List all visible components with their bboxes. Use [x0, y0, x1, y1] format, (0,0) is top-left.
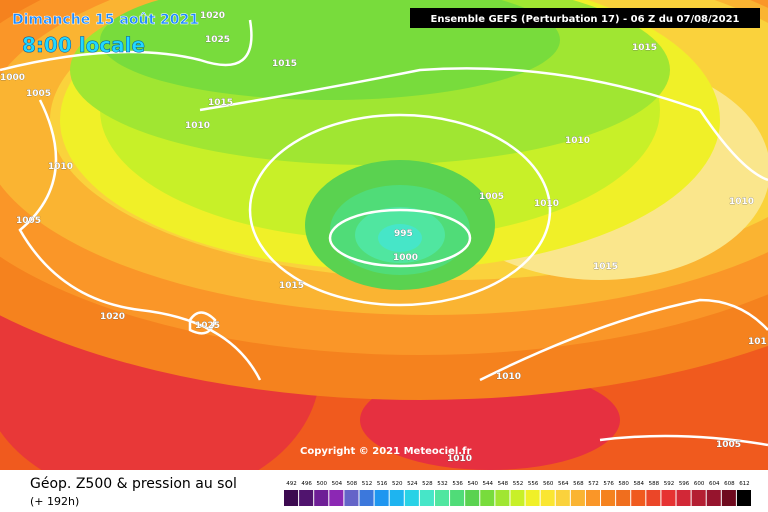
- colorbar-swatch: [314, 490, 329, 506]
- isobar-label: 1010: [185, 121, 210, 131]
- colorbar-swatch: [525, 490, 540, 506]
- copyright: Copyright © 2021 Meteociel.fr: [300, 446, 471, 457]
- isobar-label: 1015: [272, 59, 297, 69]
- colorbar-label: 604: [709, 481, 720, 487]
- colorbar-swatch: [676, 490, 691, 506]
- colorbar-swatch: [721, 490, 736, 506]
- isobar-label: 1010: [729, 197, 754, 207]
- colorbar-swatch: [661, 490, 676, 506]
- colorbar-label: 572: [588, 481, 599, 487]
- isobar-label: 1020: [100, 312, 125, 322]
- colorbar-label: 552: [513, 481, 524, 487]
- colorbar-swatch: [570, 490, 585, 506]
- colorbar-label: 508: [347, 481, 358, 487]
- colorbar-swatch: [344, 490, 359, 506]
- isobar-label: 101: [748, 337, 767, 347]
- colorbar-swatch: [585, 490, 601, 506]
- isobar-label: 1015: [593, 262, 618, 272]
- colorbar-swatch: [510, 490, 525, 506]
- isobar-label: 1025: [195, 321, 220, 331]
- colorbar-label: 608: [724, 481, 735, 487]
- isobar-label: 1015: [279, 281, 304, 291]
- colorbar-swatch: [631, 490, 646, 506]
- map-field: [0, 0, 768, 470]
- colorbar-swatch: [555, 490, 570, 506]
- colorbar-swatch: [691, 490, 706, 506]
- colorbar-swatch: [706, 490, 721, 506]
- colorbar-swatch: [601, 490, 616, 506]
- isobar-label: 1005: [716, 440, 741, 450]
- isobar-label: 995: [394, 229, 413, 239]
- colorbar-label: 500: [316, 481, 327, 487]
- isobar-label: 1010: [565, 136, 590, 146]
- colorbar-label: 544: [483, 481, 494, 487]
- colorbar-label: 520: [392, 481, 403, 487]
- colorbar-label: 560: [543, 481, 554, 487]
- colorbar-label: 536: [452, 481, 463, 487]
- colorbar-swatch: [480, 490, 495, 506]
- run-info: Ensemble GEFS (Perturbation 17) - 06 Z d…: [431, 14, 740, 25]
- colorbar-swatch: [299, 490, 314, 506]
- colorbar-label: 556: [528, 481, 539, 487]
- colorbar-swatch: [540, 490, 555, 506]
- local-time: 8:00 locale: [22, 33, 145, 57]
- isobar-label: 1010: [48, 162, 73, 172]
- colorbar-label: 524: [407, 481, 418, 487]
- colorbar-swatch: [465, 490, 480, 506]
- colorbar-label: 532: [437, 481, 448, 487]
- colorbar-label: 612: [739, 481, 750, 487]
- colorbar-label: 528: [422, 481, 433, 487]
- colorbar-label: 592: [664, 481, 675, 487]
- colorbar-label: 580: [618, 481, 629, 487]
- isobar-label: 1005: [479, 192, 504, 202]
- colorbar-swatch: [419, 490, 434, 506]
- colorbar-label: 576: [603, 481, 614, 487]
- colorbar-swatch: [434, 490, 450, 506]
- date: Dimanche 15 août 2021: [12, 12, 199, 28]
- isobar-label: 1020: [200, 11, 225, 21]
- colorbar-swatch: [646, 490, 661, 506]
- colorbar-swatch: [736, 490, 751, 506]
- colorbar-swatch: [284, 490, 299, 506]
- colorbar-swatch: [495, 490, 510, 506]
- isobar-label: 1010: [496, 372, 521, 382]
- colorbar-swatch: [616, 490, 631, 506]
- colorbar-swatch: [329, 490, 344, 506]
- colorbar-label: 596: [679, 481, 690, 487]
- colorbar-label: 492: [286, 481, 297, 487]
- colorbar-swatch: [450, 490, 465, 506]
- colorbar-label: 516: [377, 481, 388, 487]
- isobar-label: 1010: [534, 199, 559, 209]
- isobar-label: 1015: [208, 98, 233, 108]
- colorbar-label: 584: [634, 481, 645, 487]
- isobar-label: 1005: [26, 89, 51, 99]
- colorbar-swatch: [359, 490, 374, 506]
- colorbar-label: 548: [498, 481, 509, 487]
- colorbar-label: 540: [467, 481, 478, 487]
- colorbar-label: 512: [362, 481, 373, 487]
- footer-title: Géop. Z500 & pression au sol: [30, 476, 237, 492]
- colorbar-label: 564: [558, 481, 569, 487]
- colorbar-label: 504: [332, 481, 343, 487]
- isobar-label: 1005: [16, 216, 41, 226]
- colorbar-label: 588: [649, 481, 660, 487]
- colorbar-label: 568: [573, 481, 584, 487]
- colorbar-swatch: [404, 490, 419, 506]
- isobar-label: 1000: [393, 253, 418, 263]
- colorbar-label: 496: [301, 481, 312, 487]
- colorbar-swatch: [389, 490, 404, 506]
- isobar-label: 1000: [0, 73, 25, 83]
- isobar-label: 1015: [632, 43, 657, 53]
- colorbar-label: 600: [694, 481, 705, 487]
- colorbar-swatch: [374, 490, 389, 506]
- lead-time: (+ 192h): [30, 495, 79, 508]
- isobar-label: 1010: [447, 454, 472, 464]
- run-box: [410, 8, 760, 28]
- isobar-label: 1025: [205, 35, 230, 45]
